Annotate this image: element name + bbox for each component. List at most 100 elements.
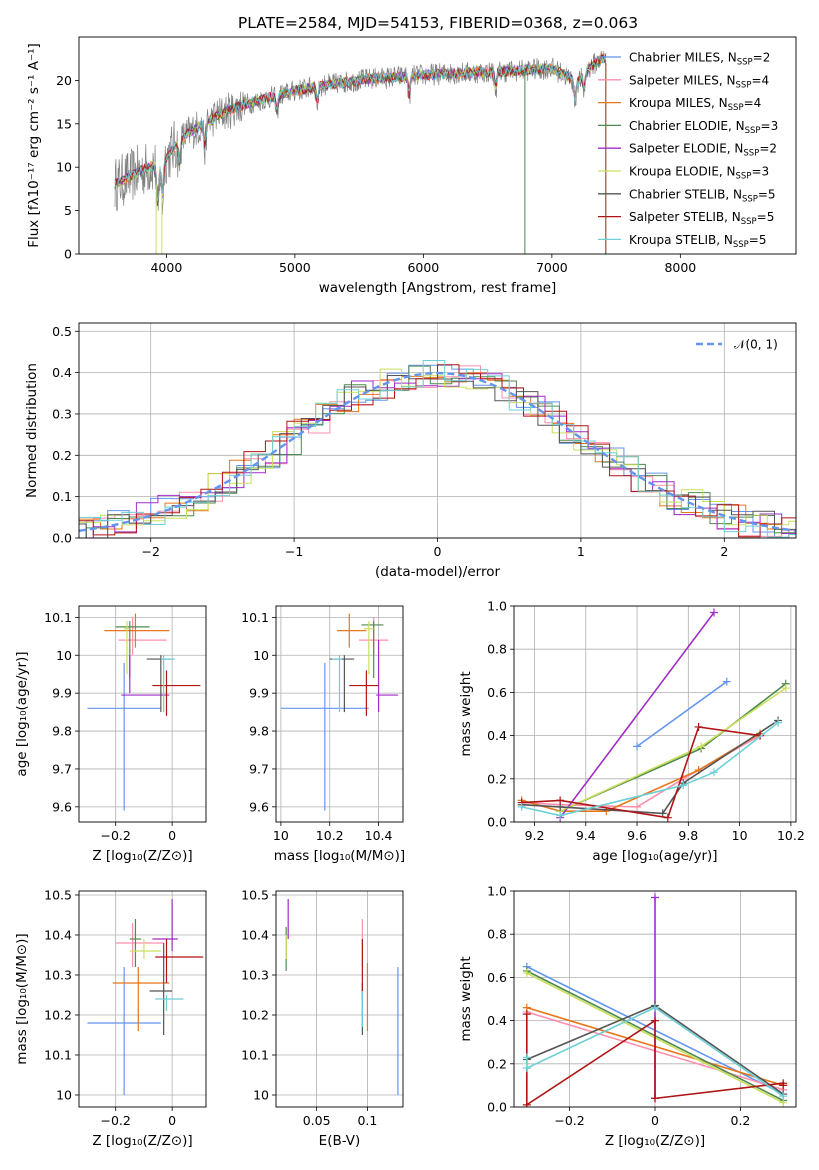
legend-sub: SSP	[728, 103, 744, 113]
y-tick-label: 1.0	[487, 599, 507, 614]
legend-sub: SSP	[743, 149, 759, 159]
x-tick-label: −2	[141, 544, 159, 559]
x-tick-label: 0	[168, 828, 176, 843]
series-marker-kr_stelib	[779, 1092, 788, 1101]
series-marker-sa_elodie	[651, 893, 659, 902]
x-tick-label: −0.2	[554, 1113, 584, 1128]
y-tick-label: 0.2	[487, 771, 507, 786]
x-tick-label: 0	[168, 1113, 176, 1128]
y-tick-label: 9.9	[249, 686, 269, 701]
grid	[79, 606, 206, 822]
legend-val: =5	[758, 187, 776, 201]
series-marker-ch_miles	[633, 742, 642, 751]
legend-label-ch_miles: Chabrier MILES, NSSP=2	[629, 51, 770, 68]
series-marker-kr_stelib	[522, 1053, 531, 1062]
x-tick-label: 6000	[407, 260, 439, 275]
panel-mass_vs_z: −0.2 0 10 10.1 10.2 10.3 10.4 10.5 Z [log₁₀(Z/Z⊙…	[14, 888, 207, 1149]
legend-val: =4	[744, 96, 762, 110]
x-axis-label: E(B-V)	[319, 1133, 361, 1149]
y-tick-label: 10.3	[44, 968, 72, 983]
y-tick-label: 0.2	[487, 1056, 507, 1071]
panel-residuals: −2 −1 0 1 2 0.0 0.1 0.2 0.3 0.4 0.5 (data-model)/er…	[24, 322, 797, 580]
y-tick-label: 0.0	[52, 531, 72, 546]
y-tick-label: 0.8	[487, 642, 507, 657]
series-marker-sa_stelib	[779, 1081, 788, 1090]
series-marker-kr_stelib	[679, 781, 688, 790]
y-tick-label: 10.5	[241, 888, 269, 903]
y-axis-label: Flux [fλ10⁻¹⁷ erg cm⁻² s⁻¹ A⁻¹]	[26, 43, 42, 248]
figure-title: PLATE=2584, MJD=54153, FIBERID=0368, z=0…	[238, 14, 638, 32]
legend-label-kr_elodie: Kroupa ELODIE, NSSP=3	[629, 165, 769, 182]
x-tick-label: 0	[434, 544, 442, 559]
x-tick-label: 9.6	[627, 828, 647, 843]
y-tick-label: 10.4	[44, 928, 72, 943]
series-marker-kr_elodie	[697, 742, 706, 751]
y-tick-label: 0.4	[52, 365, 72, 380]
series-marker-ch_miles	[722, 677, 731, 686]
y-tick-label: 0.4	[487, 1013, 507, 1028]
series-marker-sa_miles	[633, 802, 642, 811]
series-line-ch_miles	[636, 680, 728, 748]
plot-area	[87, 899, 204, 1095]
axes-frame	[513, 890, 797, 1108]
panel-spectrum: 4000 5000 6000 7000 8000 0 5 10 15 20 wavelength […	[26, 36, 797, 296]
legend-label-ch_elodie: Chabrier ELODIE, NSSP=3	[629, 119, 778, 136]
panel-age_vs_z: −0.2 0 9.6 9.7 9.8 9.9 10 10.1 Z [log₁₀(Z/Z⊙)] ag…	[14, 605, 207, 864]
y-tick-label: 10.2	[44, 1008, 72, 1023]
histogram-ch_elodie	[79, 365, 796, 538]
y-tick-label: 0.2	[52, 448, 72, 463]
x-tick-label: 2	[720, 544, 728, 559]
histogram-kr_stelib	[79, 360, 796, 538]
series-marker-kr_stelib	[709, 768, 718, 777]
legend-sub: SSP	[733, 240, 749, 250]
axes-frame	[78, 890, 207, 1108]
plot-area	[522, 893, 788, 1107]
x-tick-label: 9.4	[576, 828, 596, 843]
panel-mass_vs_ebv: 0.05 0.1 10 10.1 10.2 10.3 10.4 10.5 E(B-V)	[241, 888, 404, 1149]
series-marker-sa_stelib	[651, 1016, 659, 1025]
axes-frame	[78, 322, 797, 539]
y-tick-label: 10	[253, 1088, 269, 1103]
y-tick-label: 9.6	[52, 799, 72, 814]
legend-label-sa_elodie: Salpeter ELODIE, NSSP=2	[629, 142, 777, 159]
y-tick-label: 10	[56, 648, 72, 663]
x-tick-label: 10.2	[777, 828, 805, 843]
x-tick-label: −1	[285, 544, 303, 559]
legend-val: =3	[751, 165, 769, 179]
series-line-kr_stelib	[526, 1006, 784, 1097]
y-tick-label: 10.5	[44, 888, 72, 903]
y-axis-label: mass weight	[458, 956, 474, 1041]
legend-label-ch_stelib: Chabrier STELIB, NSSP=5	[629, 187, 776, 204]
legend-sub: SSP	[742, 194, 758, 204]
legend-sub: SSP	[745, 126, 761, 136]
legend-name: Salpeter ELODIE, N	[629, 142, 743, 156]
legend-label-normal: 𝒩(0, 1)	[734, 338, 778, 352]
y-tick-label: 0	[64, 247, 72, 262]
series-marker-sa_stelib	[522, 1010, 531, 1019]
y-tick-label: 0.5	[52, 324, 72, 339]
x-tick-label: 7000	[536, 260, 568, 275]
legend-sub: SSP	[737, 58, 753, 68]
normal-curve	[79, 371, 796, 532]
panel-age_vs_mass: 10 10.2 10.4 9.6 9.7 9.8 9.9 10 10.1 mass [log₁₀(…	[241, 605, 405, 864]
y-axis-label: age [log₁₀(age/yr)]	[14, 651, 30, 776]
x-tick-label: 5000	[279, 260, 311, 275]
panel-massweight_vs_age: 9.2 9.4 9.6 9.8 10 10.2 0.0 0.2 0.4 0.6 0.8 1.0 age …	[458, 599, 805, 865]
series-marker-sa_stelib	[522, 1100, 531, 1107]
y-tick-label: 9.7	[52, 761, 72, 776]
legend-name: Kroupa MILES, N	[629, 96, 728, 110]
x-tick-label: 10.4	[365, 828, 393, 843]
plot-area	[79, 360, 796, 538]
x-tick-label: 0.1	[357, 1113, 377, 1128]
x-tick-label: 1	[577, 544, 585, 559]
y-tick-label: 10	[56, 160, 72, 175]
legend-sub: SSP	[736, 80, 752, 90]
series-marker-kr_elodie	[522, 969, 531, 978]
axes-frame	[275, 605, 404, 823]
series-marker-kr_stelib	[522, 1064, 531, 1073]
y-tick-label: 10.2	[241, 1008, 269, 1023]
data-spectrum-line	[114, 50, 607, 216]
plot-area	[517, 608, 790, 822]
legend-label-kr_miles: Kroupa MILES, NSSP=4	[629, 96, 761, 113]
